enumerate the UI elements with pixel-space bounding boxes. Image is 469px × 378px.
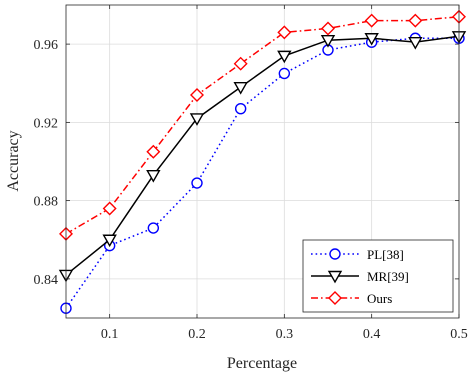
legend-label: MR[39] (367, 269, 409, 284)
data-point-pl-38 (192, 178, 202, 188)
legend-marker (330, 249, 340, 259)
y-tick-label: 0.88 (34, 195, 59, 210)
x-axis-label: Percentage (227, 355, 297, 372)
x-tick-label: 0.3 (276, 327, 294, 342)
x-tick-label: 0.2 (188, 327, 206, 342)
x-tick-label: 0.5 (450, 327, 468, 342)
legend: PL[38] MR[39] Ours (303, 240, 453, 312)
legend-label: Ours (367, 291, 392, 306)
x-tick-label: 0.1 (101, 327, 119, 342)
data-point-pl-38 (279, 68, 289, 78)
y-axis-label: Accuracy (5, 130, 22, 191)
y-tick-label: 0.84 (34, 273, 59, 288)
y-tick-label: 0.92 (34, 116, 59, 131)
x-tick-label: 0.4 (363, 327, 381, 342)
data-point-pl-38 (236, 104, 246, 114)
data-point-pl-38 (148, 223, 158, 233)
legend-label: PL[38] (367, 247, 404, 262)
y-tick-label: 0.96 (34, 38, 59, 53)
